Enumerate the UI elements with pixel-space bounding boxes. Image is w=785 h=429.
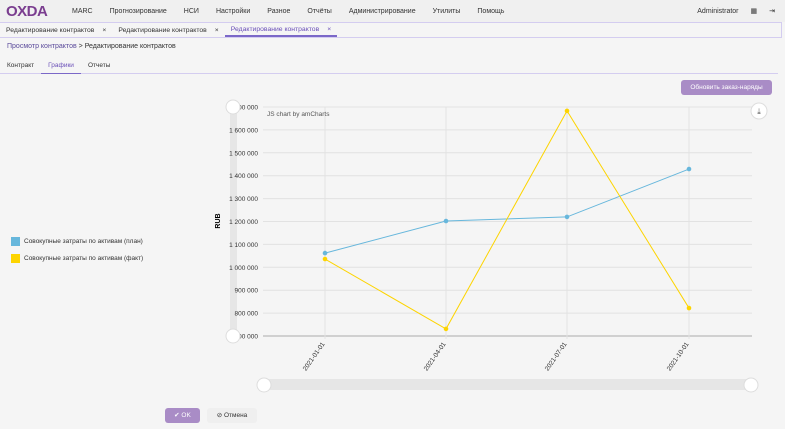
breadcrumb-link[interactable]: Просмотр контрактов xyxy=(7,43,77,50)
y-tick-label: 700 000 xyxy=(235,334,259,341)
x-tick-label: 2021-07-01 xyxy=(544,341,569,373)
tab[interactable]: Редактирование контрактов × xyxy=(0,23,112,37)
y-tick-label: 1 300 000 xyxy=(229,196,258,203)
scrollbar-grip[interactable] xyxy=(225,328,241,344)
close-icon[interactable]: × xyxy=(327,25,332,33)
user-name[interactable]: Administrator xyxy=(697,7,739,15)
legend-swatch xyxy=(11,254,20,263)
download-button[interactable] xyxy=(750,102,768,120)
x-tick-label: 2021-10-01 xyxy=(666,341,691,373)
menu-item[interactable]: Настройки xyxy=(215,7,251,15)
tab[interactable]: Редактирование контрактов × xyxy=(112,23,224,37)
legend-item-fact[interactable]: Совокупные затраты по активам (факт) xyxy=(11,254,143,263)
series-line-0 xyxy=(324,168,690,254)
menu-item[interactable]: НСИ xyxy=(183,7,199,15)
close-icon[interactable]: × xyxy=(214,26,219,34)
subtab-charts[interactable]: Графики xyxy=(41,60,81,74)
scrollbar-grip[interactable] xyxy=(743,377,759,393)
menu-item[interactable]: Утилиты xyxy=(432,7,461,15)
y-tick-label: 1 400 000 xyxy=(229,173,258,180)
data-point xyxy=(322,250,328,256)
breadcrumb-current: Редактирование контрактов xyxy=(84,43,176,50)
scrollbar-grip[interactable] xyxy=(225,99,241,115)
chart-credit: JS chart by amCharts xyxy=(267,111,330,118)
cancel-label: Отмена xyxy=(223,412,248,419)
ok-button[interactable]: ✔ OK xyxy=(165,408,200,423)
grid-icon[interactable]: ▦ xyxy=(750,8,758,15)
y-tick-label: 1 700 000 xyxy=(229,105,258,112)
subtab-reports[interactable]: Отчеты xyxy=(87,62,111,69)
legend-label: Совокупные затраты по активам (факт) xyxy=(24,255,144,262)
vertical-scrollbar[interactable] xyxy=(230,107,237,336)
horizontal-scrollbar[interactable] xyxy=(263,379,753,390)
chart-legend: Совокупные затраты по активам (план) Сов… xyxy=(11,237,143,271)
tab-label: Редактирование контрактов xyxy=(118,26,207,34)
y-tick-label: 1 500 000 xyxy=(229,150,258,157)
legend-item-plan[interactable]: Совокупные затраты по активам (план) xyxy=(11,237,143,246)
update-work-orders-button[interactable]: Обновить заказ-наряды xyxy=(681,80,772,95)
y-axis-label: RUB xyxy=(215,213,222,228)
data-point xyxy=(564,214,570,220)
logout-icon[interactable]: ⇥ xyxy=(769,8,775,15)
subtab-contract[interactable]: Контракт xyxy=(7,62,35,69)
menu-item[interactable]: Прогнозирование xyxy=(109,7,167,15)
menu-item[interactable]: Администрирование xyxy=(348,7,416,15)
subtabs: Контракт Графики Отчеты xyxy=(0,60,778,74)
data-point xyxy=(686,166,692,172)
series-line-1 xyxy=(324,109,690,330)
cancel-button[interactable]: ⊘ Отмена xyxy=(207,408,257,423)
y-tick-label: 1 100 000 xyxy=(229,242,258,249)
menu-item[interactable]: Помощь xyxy=(477,7,505,15)
menu-item[interactable]: Отчёты xyxy=(307,7,332,15)
x-tick-label: 2021-01-01 xyxy=(302,341,327,373)
data-point xyxy=(686,305,692,311)
y-tick-label: 1 600 000 xyxy=(229,127,258,134)
tab-bar: Редактирование контрактов × Редактирование… xyxy=(0,22,782,38)
data-point xyxy=(443,218,449,224)
download-icon: ⤓ xyxy=(757,107,761,116)
ok-label: OK xyxy=(181,412,191,419)
tab-label: Редактирование контрактов xyxy=(230,25,320,33)
breadcrumb-separator: > xyxy=(78,43,83,50)
y-tick-label: 1 200 000 xyxy=(229,219,258,226)
legend-swatch xyxy=(11,237,20,246)
y-tick-label: 900 000 xyxy=(235,288,259,295)
tab-label: Редактирование контрактов xyxy=(6,26,95,34)
scrollbar-grip[interactable] xyxy=(256,377,272,393)
breadcrumb: Просмотр контрактов > Редактирование кон… xyxy=(7,43,176,50)
logo[interactable]: OXDA xyxy=(6,2,48,20)
data-point xyxy=(322,256,328,262)
menu-item[interactable]: Разное xyxy=(267,7,291,15)
y-tick-label: 800 000 xyxy=(235,311,259,318)
data-point xyxy=(443,326,449,332)
data-point xyxy=(564,108,570,114)
x-tick-label: 2021-04-01 xyxy=(423,341,448,373)
menu-item[interactable]: MARC xyxy=(72,7,93,15)
y-tick-label: 1 000 000 xyxy=(229,265,258,272)
tab[interactable]: Редактирование контрактов × xyxy=(224,23,338,37)
top-nav: OXDA MARC Прогнозирование НСИ Настройки Разн… xyxy=(0,0,785,22)
close-icon[interactable]: × xyxy=(102,26,107,34)
legend-label: Совокупные затраты по активам (план) xyxy=(24,238,143,245)
